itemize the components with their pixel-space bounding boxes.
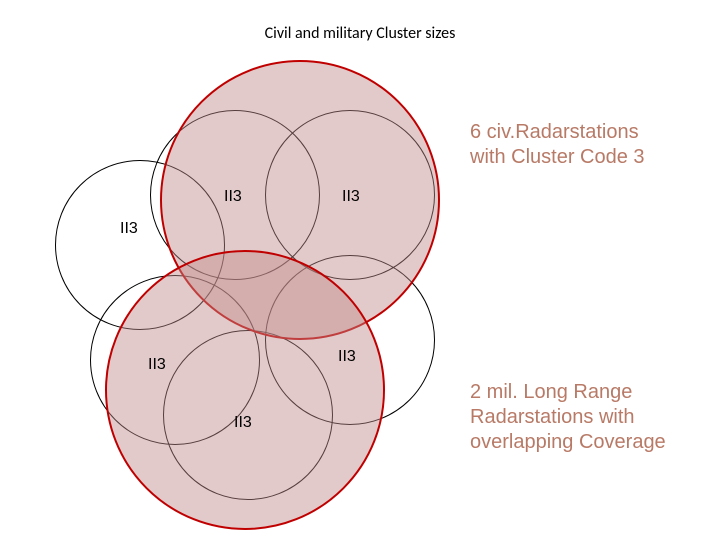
military-note: 2 mil. Long Range Radarstations with ove… [470,380,666,455]
cluster-label: II3 [234,414,252,432]
cluster-label: II3 [120,220,138,238]
cluster-label: II3 [224,188,242,206]
civil-note: 6 civ.Radarstations with Cluster Code 3 [470,120,645,170]
cluster-label: II3 [342,188,360,206]
diagram-stage: { "canvas": { "width": 720, "height": 54… [0,0,720,540]
diagram-title: Civil and military Cluster sizes [0,24,720,43]
military-circle [105,250,385,530]
cluster-label: II3 [338,348,356,366]
cluster-label: II3 [148,356,166,374]
